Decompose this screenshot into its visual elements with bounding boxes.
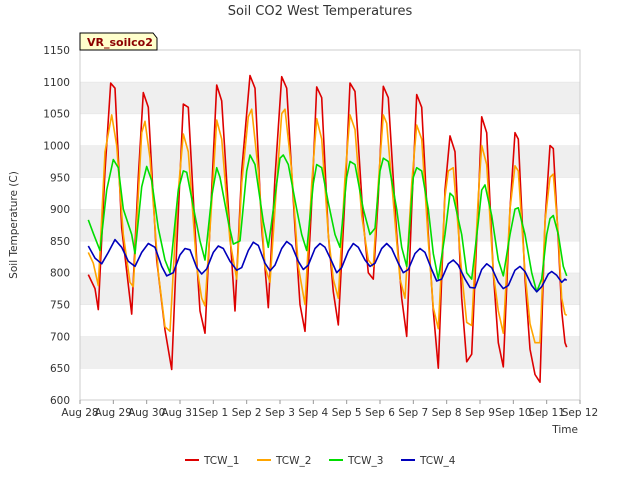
series-lines — [87, 74, 568, 383]
series-line-tcw-3 — [87, 154, 568, 293]
series-line-tcw-2 — [87, 108, 568, 344]
y-tick-label: 600 — [50, 395, 70, 407]
x-tick-label: Sep 2 — [232, 407, 262, 419]
x-axis-title: Time — [551, 424, 578, 436]
x-tick-label: Aug 28 — [61, 407, 98, 419]
x-tick-label: Sep 10 — [495, 407, 532, 419]
x-tick-label: Sep 12 — [562, 407, 599, 419]
grid-band — [80, 368, 580, 400]
y-tick-label: 650 — [50, 363, 70, 375]
y-tick-label: 1000 — [43, 140, 70, 152]
x-tick-label: Aug 29 — [95, 407, 132, 419]
site-label: VR_soilco2 — [87, 36, 153, 49]
chart-title: Soil CO2 West Temperatures — [228, 4, 413, 19]
y-axis: 600 650 700 750 800 850 900 950 1000 1050 1100 1150 — [43, 45, 70, 407]
y-tick-label: 750 — [50, 300, 70, 312]
y-tick-label: 850 — [50, 236, 70, 248]
grid-band — [80, 81, 580, 114]
y-tick-label: 1100 — [43, 77, 70, 89]
legend-label: TCW_2 — [275, 455, 311, 467]
x-tick-label: Aug 30 — [128, 407, 165, 419]
x-tick-label: Sep 11 — [528, 407, 565, 419]
grid-band — [80, 177, 580, 210]
series-line-tcw-4 — [87, 238, 568, 293]
y-tick-label: 950 — [50, 172, 70, 184]
x-tick-label: Sep 6 — [365, 407, 395, 419]
y-tick-label: 1050 — [43, 109, 70, 121]
y-axis-title: Soil Temperature (C) — [8, 171, 20, 279]
x-tick-label: Sep 9 — [465, 407, 495, 419]
y-tick-label: 700 — [50, 331, 70, 343]
x-tick-label: Sep 4 — [298, 407, 328, 419]
y-tick-label: 800 — [50, 268, 70, 280]
y-tick-label: 1150 — [43, 45, 70, 57]
x-tick-label: Sep 5 — [332, 407, 362, 419]
x-tick-label: Sep 7 — [398, 407, 428, 419]
grid-band — [80, 145, 580, 178]
site-label-box: VR_soilco2 — [79, 32, 158, 51]
grid-band — [80, 50, 580, 82]
y-tick-label: 900 — [50, 204, 70, 216]
legend-label: TCW_1 — [203, 455, 239, 467]
x-tick-label: Aug 31 — [161, 407, 198, 419]
x-tick-label: Sep 1 — [198, 407, 228, 419]
legend: TCW_1 TCW_2 TCW_3 TCW_4 — [185, 455, 456, 467]
plot-area — [79, 49, 581, 401]
x-tick-label: Sep 3 — [265, 407, 295, 419]
legend-label: TCW_4 — [419, 455, 456, 467]
grid-band — [80, 336, 580, 369]
legend-label: TCW_3 — [347, 455, 383, 467]
grid-band — [80, 113, 580, 146]
x-tick-label: Sep 8 — [432, 407, 462, 419]
